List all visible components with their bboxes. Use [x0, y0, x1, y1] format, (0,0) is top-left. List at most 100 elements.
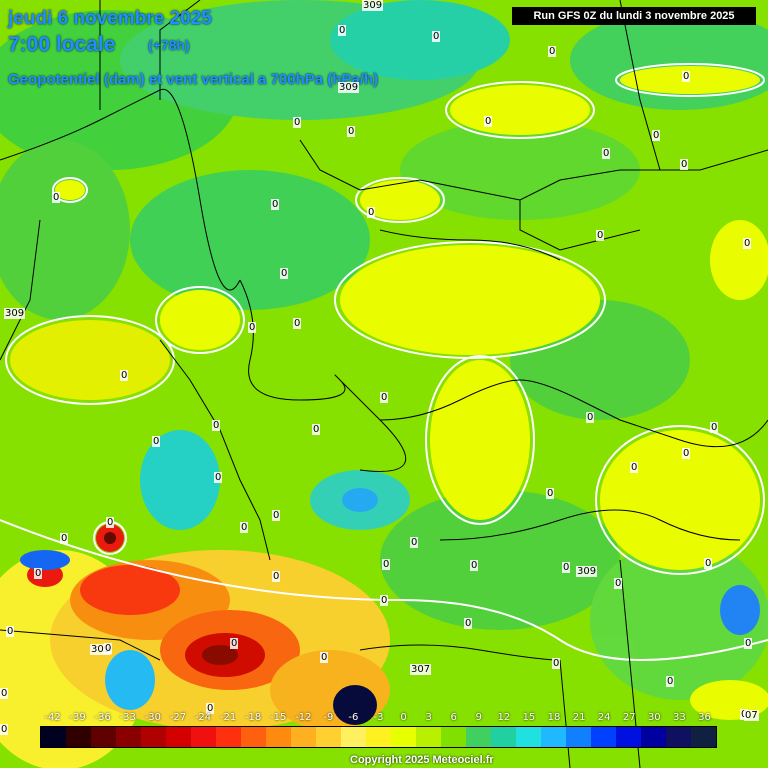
contour-label: 0	[120, 370, 129, 381]
contour-label: 309	[4, 308, 26, 319]
contour-label: 0	[60, 533, 69, 544]
scale-tick-label: -6	[348, 712, 359, 723]
contour-label: 0	[206, 703, 215, 714]
scale-tick-label: -39	[69, 712, 86, 723]
zero-contours	[0, 63, 768, 661]
scale-swatch	[41, 727, 66, 747]
scale-color-bar	[40, 726, 717, 748]
scale-swatch	[141, 727, 166, 747]
contour-label: 0	[552, 658, 561, 669]
contour-label: 0	[682, 71, 691, 82]
scale-tick-label: 33	[673, 712, 686, 723]
contour-label: 0	[470, 560, 479, 571]
scale-tick-label: -3	[373, 712, 384, 723]
scale-tick-label: -24	[194, 712, 212, 723]
contour-label: 0	[152, 436, 161, 447]
color-scale: -42 -39 -36 -33 -30 -27 -24 -21 -18 -15 -12 -9 -6 -3 0…	[40, 712, 717, 748]
scale-swatch	[666, 727, 691, 747]
scale-tick-label: 18	[547, 712, 561, 723]
scale-tick-label: -21	[219, 712, 237, 723]
scale-tick-label: -15	[270, 712, 287, 723]
scale-tick-label: -9	[323, 712, 334, 723]
contour-label: 309	[338, 82, 360, 93]
scale-swatch	[116, 727, 141, 747]
contour-label: 0	[248, 322, 257, 333]
scale-tick-label: 30	[647, 712, 661, 723]
contour-label: 0	[367, 207, 376, 218]
contour-label: 0	[680, 159, 689, 170]
contour-label: 0	[230, 638, 239, 649]
contour-label: 0	[484, 116, 493, 127]
scale-tick-label: 15	[522, 712, 536, 723]
scale-tick-label: -18	[244, 712, 262, 723]
scale-swatch	[266, 727, 291, 747]
scale-tick-label: 36	[698, 712, 711, 723]
forecast-step: (+78h)	[148, 37, 190, 53]
scale-swatch	[416, 727, 441, 747]
run-info: Run GFS 0Z du lundi 3 novembre 2025	[512, 7, 756, 25]
scale-tick-label: 3	[425, 712, 432, 723]
scale-swatch	[641, 727, 666, 747]
scale-tick-label: 0	[400, 712, 407, 723]
scale-tick-label: 6	[450, 712, 457, 723]
scale-tick-label: 9	[475, 712, 482, 723]
contour-label: 0	[293, 318, 302, 329]
contour-label: 0	[704, 558, 713, 569]
contour-label: 0	[432, 31, 441, 42]
scale-swatch	[366, 727, 391, 747]
scale-tick-label: 12	[497, 712, 511, 723]
contour-label: 0	[744, 638, 753, 649]
scale-tick-label: 21	[572, 712, 586, 723]
contour-label: 0	[548, 46, 557, 57]
scale-swatch	[216, 727, 241, 747]
scale-swatch	[316, 727, 341, 747]
contour-label: 0	[272, 510, 281, 521]
scale-tick-label: 27	[622, 712, 636, 723]
contour-label: 0	[34, 568, 43, 579]
contour-label: 0	[464, 618, 473, 629]
contour-label: 0	[0, 724, 9, 735]
copyright: Copyright 2025 Meteociel.fr	[350, 754, 494, 766]
scale-swatch	[566, 727, 591, 747]
contour-label: 0	[382, 559, 391, 570]
scale-tick-labels: -42 -39 -36 -33 -30 -27 -24 -21 -18 -15 -12 -9 -6 -3 0…	[40, 712, 717, 726]
contour-label: 0	[586, 412, 595, 423]
contour-label: 307	[410, 664, 432, 675]
scale-swatch	[541, 727, 566, 747]
scale-tick-label: -27	[169, 712, 187, 723]
contour-label: 0	[212, 420, 221, 431]
scale-swatch	[616, 727, 641, 747]
contour-label: 0	[710, 422, 719, 433]
scale-tick-label: -36	[94, 712, 111, 723]
contour-label: 0	[380, 595, 389, 606]
contour-label: 0	[320, 652, 329, 663]
contour-label: 0	[380, 392, 389, 403]
contour-label: 0	[630, 462, 639, 473]
scale-swatch	[691, 727, 716, 747]
contour-label: 0	[666, 676, 675, 687]
contour-label: 0	[106, 517, 115, 528]
contour-label: 0	[240, 522, 249, 533]
contour-label: 0	[682, 448, 691, 459]
contour-label: 0	[312, 424, 321, 435]
scale-swatch	[341, 727, 366, 747]
scale-tick-label: -12	[295, 712, 312, 723]
contour-label: 0	[743, 238, 752, 249]
contour-label: 0	[614, 578, 623, 589]
contour-label: 0	[280, 268, 289, 279]
contour-label: 0	[338, 25, 347, 36]
scale-swatch	[591, 727, 616, 747]
contour-label: 0	[271, 199, 280, 210]
contour-label: 0	[6, 626, 15, 637]
contour-label: 0	[293, 117, 302, 128]
contour-label: 0	[272, 571, 281, 582]
contour-label: 0	[0, 688, 9, 699]
contour-label: 0	[347, 126, 356, 137]
contour-label: 0	[104, 643, 113, 654]
contour-label: 309	[90, 644, 112, 655]
contour-label: 0	[562, 562, 571, 573]
